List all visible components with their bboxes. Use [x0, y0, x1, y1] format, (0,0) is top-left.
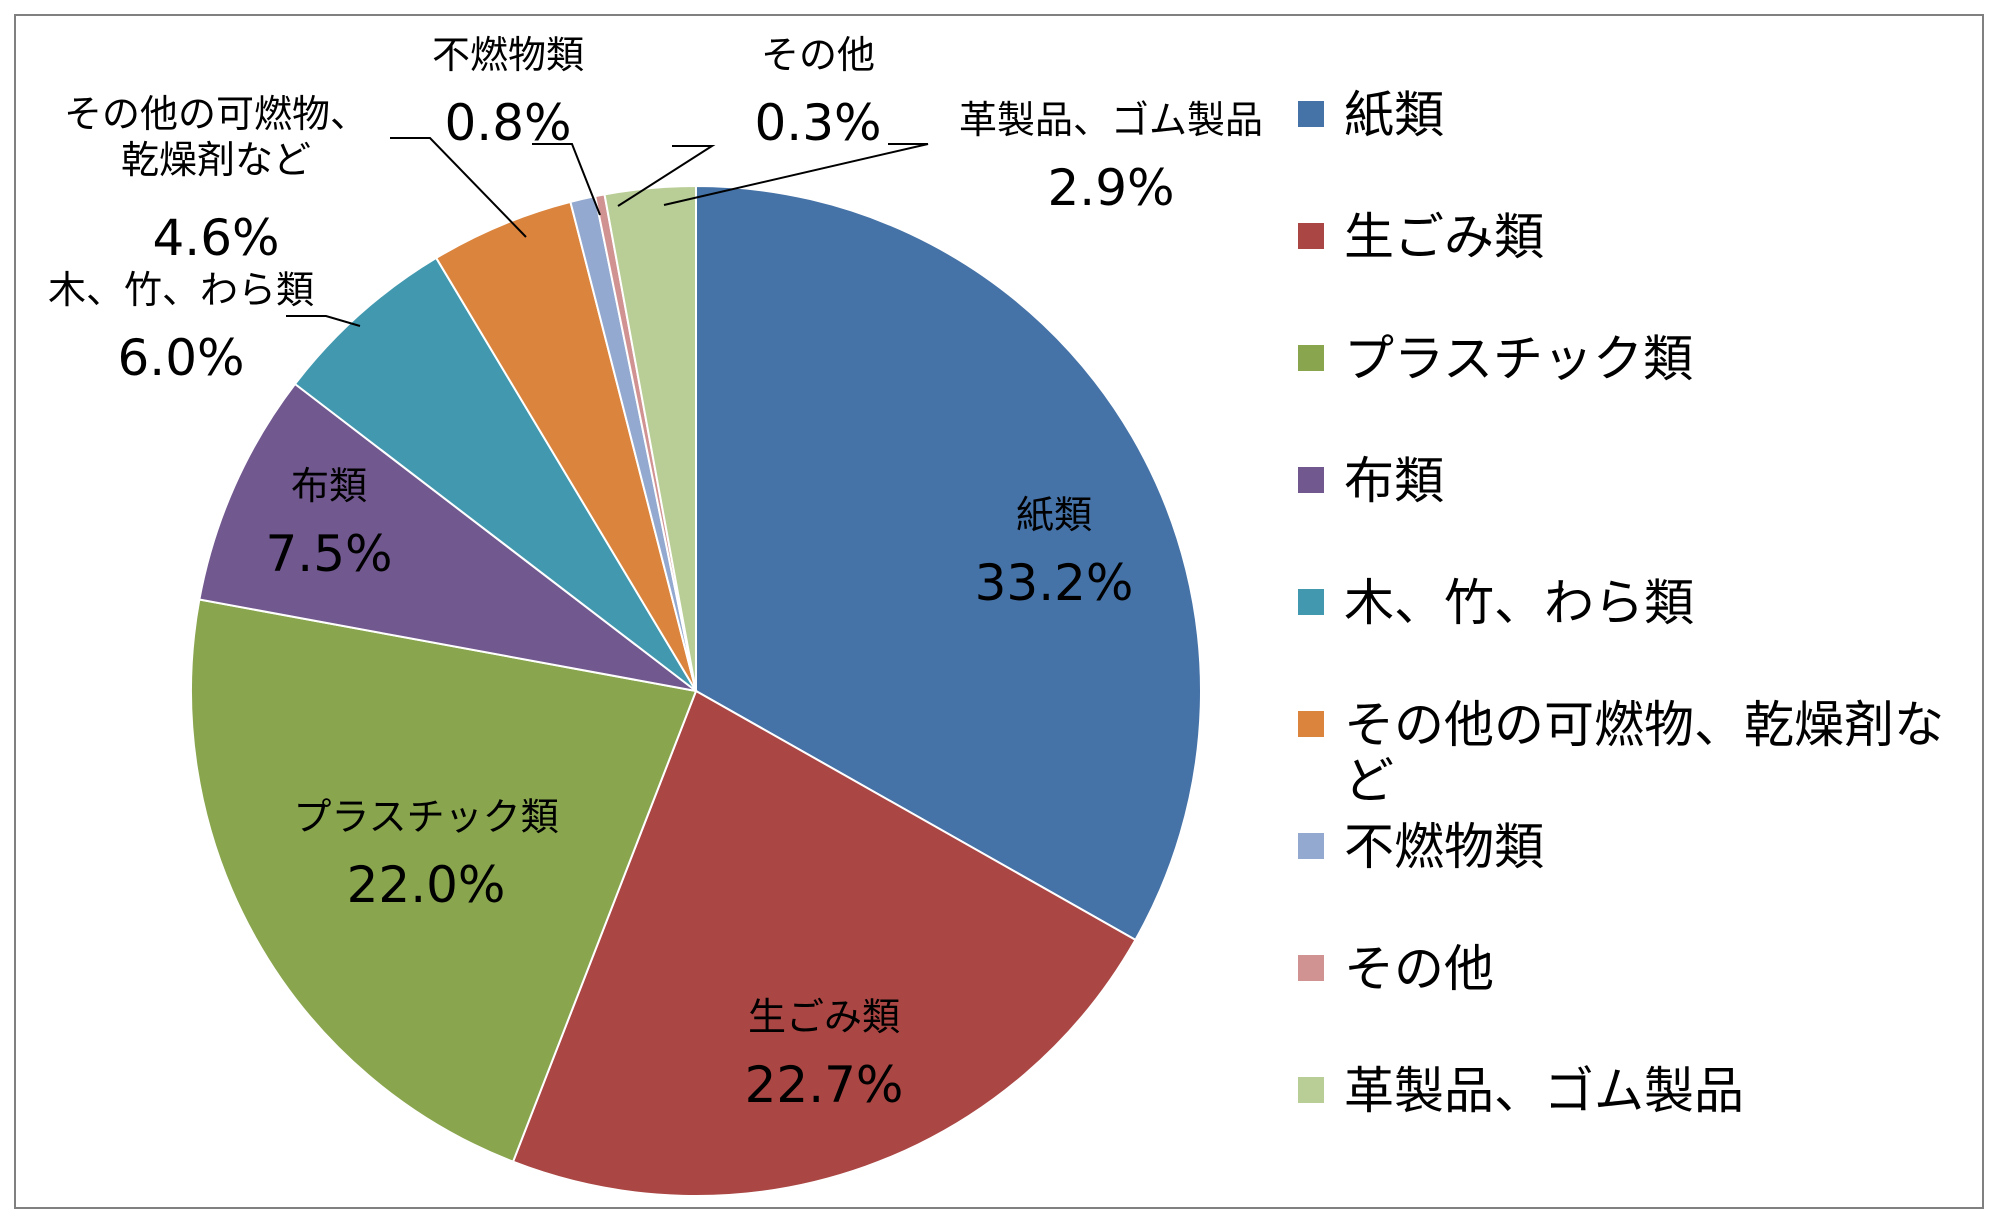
pie-slice-1: [511, 689, 1137, 1197]
legend-swatch-7: [1298, 955, 1324, 981]
legend-swatch-1: [1298, 223, 1324, 249]
pie-slice-2: [189, 598, 698, 1163]
legend-swatch-3: [1298, 467, 1324, 493]
pie-slice-8: [603, 184, 697, 692]
data-labels: 紙類 33.2% 生ごみ類 22.7% プラスチック類 22.0% 布類 7.5% 木、竹、わら…: [48, 33, 1263, 1114]
data-label-value-3: 7.5%: [265, 525, 392, 583]
legend-swatch-6: [1298, 833, 1324, 859]
pie-slice-3: [198, 382, 697, 692]
leader-line-7: [617, 145, 716, 207]
data-label-name-7: その他: [761, 33, 875, 77]
legend-label-3: 布類: [1344, 452, 1444, 510]
data-label-name-0: 紙類: [1016, 493, 1092, 537]
legend-label-7: その他: [1344, 940, 1494, 998]
data-label-value-0: 33.2%: [975, 554, 1134, 612]
leader-line-4: [286, 315, 361, 327]
legend-swatch-5: [1298, 711, 1324, 737]
data-label-value-2: 22.0%: [347, 856, 506, 914]
legend-label-1: 生ごみ類: [1344, 208, 1544, 266]
legend-label-8: 革製品、ゴム製品: [1344, 1062, 1744, 1120]
data-label-value-6: 0.8%: [444, 94, 571, 152]
data-label-name-2: プラスチック類: [293, 795, 558, 839]
data-label-name-8: 革製品、ゴム製品: [959, 98, 1263, 142]
data-label-name-6: 不燃物類: [432, 33, 584, 77]
data-label-name-4: 木、竹、わら類: [48, 268, 314, 312]
data-label-name-1: 生ごみ類: [748, 995, 900, 1039]
legend-label-6: 不燃物類: [1344, 818, 1544, 876]
legend-label-4: 木、竹、わら類: [1344, 574, 1694, 632]
chart-frame: 紙類 33.2% 生ごみ類 22.7% プラスチック類 22.0% 布類 7.5% 木、竹、わら…: [14, 14, 1984, 1209]
leader-lines: [286, 137, 929, 327]
data-label-value-1: 22.7%: [745, 1056, 904, 1114]
data-label-value-4: 6.0%: [117, 329, 244, 387]
pie-chart: 紙類 33.2% 生ごみ類 22.7% プラスチック類 22.0% 布類 7.5% 木、竹、わら…: [48, 33, 1944, 1197]
data-label-name-3: 布類: [291, 464, 367, 508]
legend-label-5: その他の可燃物、乾燥剤など: [1344, 696, 1944, 810]
legend-swatch-4: [1298, 589, 1324, 615]
data-label-value-7: 0.3%: [754, 94, 881, 152]
leader-line-6: [532, 143, 601, 216]
leader-line-5: [390, 137, 527, 238]
leader-line-8: [663, 143, 929, 206]
data-label-name-5: その他の可燃物、乾燥剤など: [64, 92, 368, 182]
legend-label-0: 紙類: [1344, 86, 1444, 144]
legend-swatch-8: [1298, 1077, 1324, 1103]
pie-slice-0: [695, 184, 1202, 942]
legend: 紙類生ごみ類プラスチック類布類木、竹、わら類その他の可燃物、乾燥剤など不燃物類そ…: [1298, 86, 1944, 1120]
data-label-value-8: 2.9%: [1047, 159, 1174, 217]
legend-label-2: プラスチック類: [1344, 330, 1693, 388]
pie-slice-4: [293, 256, 697, 692]
legend-swatch-0: [1298, 101, 1324, 127]
legend-swatch-2: [1298, 345, 1324, 371]
pie-slices: [189, 184, 1202, 1197]
data-label-value-5: 4.6%: [152, 209, 279, 267]
